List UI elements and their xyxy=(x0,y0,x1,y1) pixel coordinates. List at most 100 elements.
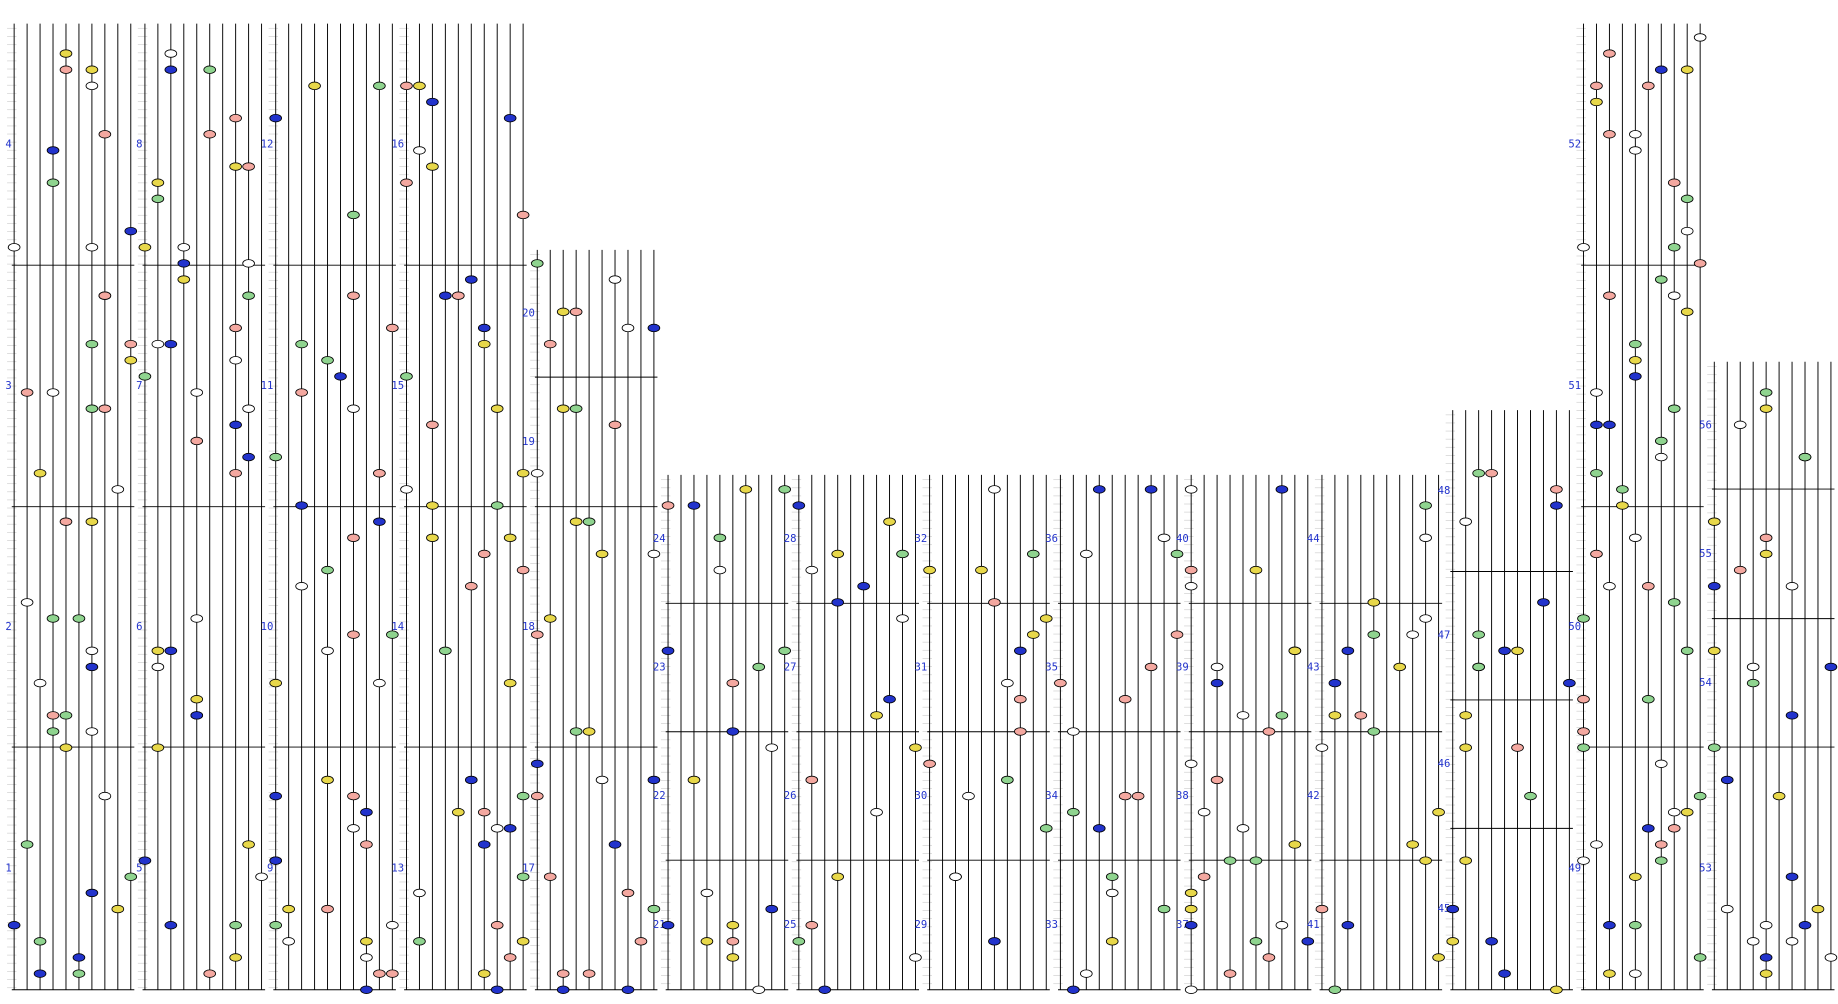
note xyxy=(138,372,152,381)
note xyxy=(72,614,86,623)
measure-number: 19 xyxy=(522,436,535,448)
note xyxy=(20,840,34,849)
measure-number: 4 xyxy=(5,138,11,150)
note xyxy=(792,501,806,510)
note xyxy=(85,517,99,526)
note xyxy=(321,565,334,575)
note xyxy=(1223,969,1237,978)
note xyxy=(713,565,727,575)
note xyxy=(1039,614,1053,623)
note xyxy=(1315,904,1329,914)
note xyxy=(1798,452,1812,462)
note xyxy=(255,872,268,881)
note xyxy=(1249,856,1263,865)
note xyxy=(321,775,334,785)
note xyxy=(1667,404,1681,413)
note xyxy=(1785,582,1799,591)
measure-number: 22 xyxy=(653,790,666,802)
note xyxy=(949,872,962,881)
note xyxy=(477,840,491,849)
note xyxy=(360,985,373,994)
note xyxy=(1459,743,1472,752)
note xyxy=(503,678,517,688)
note xyxy=(1772,791,1786,801)
measure-number: 30 xyxy=(914,790,927,802)
note xyxy=(124,872,138,881)
note xyxy=(805,921,819,930)
note xyxy=(516,872,530,881)
note xyxy=(726,937,740,946)
note xyxy=(634,937,648,946)
measure-number: 40 xyxy=(1176,533,1189,545)
note xyxy=(1498,969,1511,978)
note xyxy=(1001,678,1014,688)
note xyxy=(1184,888,1198,898)
note xyxy=(608,420,622,430)
note xyxy=(1577,614,1590,623)
note xyxy=(242,404,255,413)
note xyxy=(765,743,779,752)
note xyxy=(896,549,909,559)
note xyxy=(373,81,386,91)
note xyxy=(1616,501,1629,510)
note xyxy=(1524,791,1537,801)
note xyxy=(490,824,504,833)
note xyxy=(1550,985,1563,994)
note xyxy=(556,985,570,994)
note xyxy=(59,743,73,752)
note xyxy=(1785,937,1799,946)
measure-number: 31 xyxy=(914,662,927,674)
note xyxy=(647,904,661,914)
note xyxy=(1067,808,1080,817)
note xyxy=(1603,969,1616,978)
note xyxy=(909,953,922,962)
note xyxy=(1629,872,1642,881)
note xyxy=(59,49,73,58)
note xyxy=(400,372,413,381)
measure-number: 53 xyxy=(1699,862,1712,874)
measure-number: 21 xyxy=(653,919,666,931)
note xyxy=(151,646,165,655)
note xyxy=(321,646,334,655)
note xyxy=(713,533,727,543)
note xyxy=(1577,743,1590,752)
note xyxy=(464,775,478,785)
note xyxy=(98,291,112,300)
note xyxy=(1301,937,1315,946)
note xyxy=(177,259,191,268)
note xyxy=(308,81,321,91)
note xyxy=(177,243,191,252)
note xyxy=(1759,549,1773,559)
note xyxy=(360,953,373,962)
note xyxy=(85,81,99,91)
note xyxy=(1720,775,1734,785)
note xyxy=(1249,565,1263,575)
note xyxy=(726,678,740,688)
note xyxy=(1746,662,1760,672)
note xyxy=(85,404,99,413)
note xyxy=(1629,921,1642,930)
note xyxy=(1746,937,1760,946)
note xyxy=(386,969,399,978)
note xyxy=(464,582,478,591)
note xyxy=(1118,791,1132,801)
note xyxy=(1667,598,1681,607)
measure-number: 16 xyxy=(391,138,404,150)
note xyxy=(1328,678,1342,688)
note xyxy=(360,937,373,946)
note xyxy=(229,953,242,962)
note xyxy=(426,501,439,510)
note xyxy=(1642,81,1655,91)
note xyxy=(1537,598,1550,607)
note xyxy=(1654,436,1668,446)
note xyxy=(347,210,360,220)
note xyxy=(556,969,570,978)
note xyxy=(1080,549,1093,559)
note xyxy=(229,356,242,365)
note xyxy=(1014,695,1027,704)
note xyxy=(1367,727,1381,736)
note xyxy=(988,485,1001,494)
note xyxy=(1629,130,1642,139)
measure-number: 23 xyxy=(653,662,666,674)
note xyxy=(700,888,714,898)
